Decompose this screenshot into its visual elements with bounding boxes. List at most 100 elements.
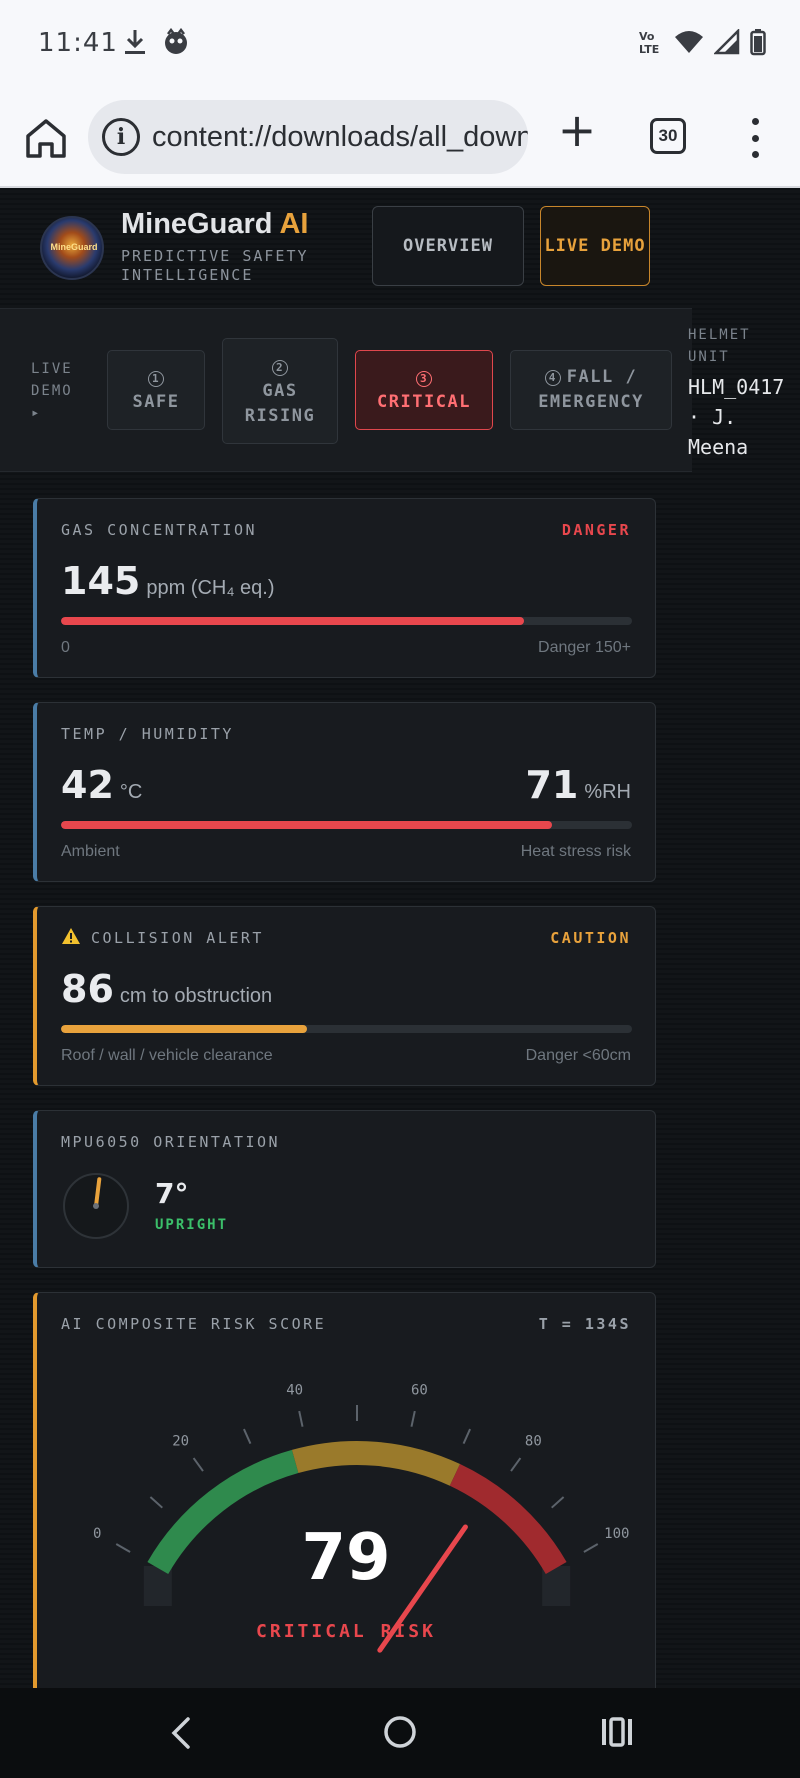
orientation-card: MPU6050 ORIENTATION 7° UPRIGHT [33, 1110, 656, 1268]
risk-score-value: 79 [301, 1521, 391, 1595]
gauge-tick [510, 1457, 522, 1472]
humidity-unit: %RH [584, 781, 631, 803]
status-bar: 11:41 Vo LTE [0, 0, 800, 88]
web-content: MineGuard MineGuard AI PREDICTIVE SAFETY… [0, 190, 800, 1688]
gauge-tick-label: 0 [93, 1526, 101, 1542]
step-label-line1: FALL / [566, 367, 638, 387]
svg-text:LTE: LTE [639, 43, 659, 56]
home-icon[interactable] [24, 116, 68, 160]
browser-toolbar: i content://downloads/all_downloads + 30 [0, 88, 800, 188]
step-label: SAFE [132, 392, 180, 412]
gauge-tick [462, 1428, 471, 1445]
demo-step-gas-rising[interactable]: 2 GAS RISING [222, 338, 338, 444]
gas-value-row: 145 ppm (CH₄ eq.) [61, 559, 275, 603]
helmet-unit-label: HELMET UNIT [688, 327, 751, 365]
gauge-tick-label: 60 [411, 1383, 428, 1399]
collision-value: 86 [61, 967, 114, 1011]
gauge-tick-label: 40 [286, 1383, 303, 1399]
warning-icon [62, 928, 80, 944]
humidity-value-row: 71 %RH [525, 763, 631, 807]
brand-ai: AI [279, 208, 309, 240]
temp-level-bar [61, 821, 632, 829]
gauge-tick [410, 1410, 416, 1427]
gauge-tick [551, 1496, 565, 1509]
recents-icon[interactable] [600, 1716, 634, 1748]
gas-unit: ppm (CH₄ eq.) [146, 577, 275, 599]
demo-step-critical[interactable]: 3 CRITICAL [355, 350, 493, 430]
mineguard-logo: MineGuard [40, 216, 104, 280]
demo-step-safe[interactable]: 1 SAFE [107, 350, 205, 430]
card-title: AI COMPOSITE RISK SCORE [61, 1315, 327, 1333]
status-badge: DANGER [561, 521, 631, 539]
address-url[interactable]: content://downloads/all_downloads [152, 120, 528, 153]
gauge-tick [149, 1496, 163, 1509]
brand-name: MineGuard [121, 208, 273, 240]
collision-left-label: Roof / wall / vehicle clearance [61, 1047, 273, 1064]
tab-switcher-button[interactable]: 30 [650, 118, 686, 154]
step-label: CRITICAL [377, 392, 471, 412]
gas-concentration-card: GAS CONCENTRATION DANGER 145 ppm (CH₄ eq.… [33, 498, 656, 678]
card-title: COLLISION ALERT [91, 929, 264, 947]
helmet-unit-value: HLM_0417 · J. Meena [688, 375, 785, 459]
gauge-tick [115, 1543, 131, 1553]
risk-timestamp: T = 134S [538, 1315, 631, 1333]
collision-value-row: 86 cm to obstruction [61, 967, 272, 1011]
card-title: TEMP / HUMIDITY [61, 725, 234, 743]
android-nav-bar [0, 1688, 800, 1778]
helmet-unit: HELMET UNIT HLM_0417 · J. Meena [688, 324, 784, 462]
humidity-value: 71 [525, 763, 579, 807]
step-label: GAS RISING [244, 380, 316, 426]
gauge-tick [192, 1457, 204, 1472]
gauge-segment-critical [449, 1464, 567, 1575]
demo-step-fall-emergency[interactable]: 4 FALL / EMERGENCY [510, 350, 672, 430]
temp-unit: °C [119, 781, 143, 803]
temp-right-label: Heat stress risk [520, 843, 631, 860]
step-number: 2 [272, 359, 288, 376]
gauge-tick [298, 1410, 304, 1427]
gauge-tick-label: 20 [172, 1433, 189, 1449]
back-icon[interactable] [168, 1716, 194, 1750]
brand-tagline: PREDICTIVE SAFETY INTELLIGENCE [121, 247, 309, 284]
gas-min-label: 0 [61, 639, 70, 656]
card-title: MPU6050 ORIENTATION [61, 1133, 281, 1151]
browser-menu-button[interactable] [748, 118, 762, 158]
risk-gauge: 0 20 40 60 80 100 [93, 1383, 629, 1653]
download-icon [125, 30, 145, 54]
collision-alert-card: COLLISION ALERT CAUTION 86 cm to obstruct… [33, 906, 656, 1086]
address-bar[interactable]: i content://downloads/all_downloads [88, 100, 528, 174]
orientation-needle [94, 1177, 102, 1208]
gauge-needle [377, 1524, 468, 1653]
temp-left-label: Ambient [61, 843, 120, 860]
battery-icon [750, 29, 766, 56]
temp-value-row: 42 °C [61, 763, 142, 807]
orientation-dial [63, 1173, 129, 1239]
wifi-icon [675, 31, 703, 53]
temp-humidity-card: TEMP / HUMIDITY 42 °C 71 %RH Ambient Heat … [33, 702, 656, 882]
gas-max-label: Danger 150+ [538, 639, 631, 656]
gauge-segment-safe [147, 1449, 299, 1575]
overview-button[interactable]: OVERVIEW [372, 206, 524, 286]
status-badge: CAUTION [550, 929, 631, 947]
collision-unit: cm to obstruction [119, 985, 273, 1007]
risk-score-card: AI COMPOSITE RISK SCORE T = 134S 0 20 40 60… [33, 1292, 656, 1688]
gauge-tick-label: 80 [525, 1433, 542, 1449]
signal-icon [714, 29, 740, 55]
risk-label: CRITICAL RISK [256, 1621, 436, 1642]
brand-title: MineGuard AI [121, 208, 308, 241]
gauge-segment-warning [291, 1441, 461, 1486]
orientation-state: UPRIGHT [155, 1217, 229, 1233]
orientation-angle: 7° [155, 1177, 189, 1210]
step-number: 1 [148, 371, 164, 387]
demo-strip-label: LIVE DEMO ▸ [31, 361, 73, 421]
gas-level-bar [61, 617, 632, 625]
temp-value: 42 [61, 763, 114, 807]
home-nav-icon[interactable] [383, 1715, 417, 1749]
gauge-tick-label: 100 [604, 1526, 629, 1542]
new-tab-button[interactable]: + [557, 103, 597, 157]
status-time: 11:41 [38, 28, 118, 58]
site-info-icon[interactable]: i [102, 118, 140, 156]
step-number: 3 [416, 371, 432, 387]
live-demo-button[interactable]: LIVE DEMO [540, 206, 650, 286]
svg-text:Vo: Vo [639, 30, 655, 43]
